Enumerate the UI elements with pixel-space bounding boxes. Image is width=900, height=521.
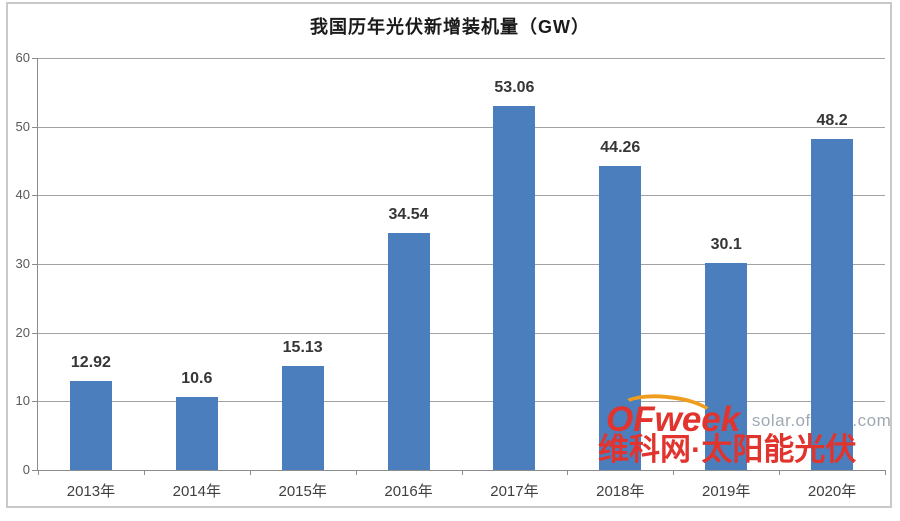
- x-tick-label: 2020年: [807, 483, 857, 500]
- y-axis-tick: [32, 195, 38, 197]
- x-axis-tick: [779, 470, 781, 475]
- bar-value-label: 48.2: [816, 112, 848, 130]
- y-tick-label: 0: [22, 462, 30, 477]
- y-axis-tick: [32, 470, 38, 471]
- x-axis-tick: [461, 470, 463, 475]
- x-axis-tick: [249, 470, 251, 475]
- bar-value-label: 44.26: [600, 139, 641, 157]
- gridline: [38, 126, 885, 128]
- y-axis-tick: [32, 126, 38, 128]
- x-tick-label: 2016年: [384, 483, 433, 500]
- bar: [69, 381, 112, 470]
- bar-value-label: 34.54: [388, 205, 429, 223]
- y-axis-tick: [32, 58, 38, 59]
- x-axis-tick: [143, 470, 145, 475]
- y-tick-label: 50: [15, 118, 30, 134]
- x-tick-label: 2014年: [172, 483, 221, 500]
- gridline: [38, 401, 885, 403]
- y-axis-tick: [32, 401, 38, 403]
- x-tick-label: 2017年: [490, 483, 539, 500]
- x-tick-label: 2019年: [702, 483, 751, 500]
- bar-value-label: 10.6: [181, 370, 213, 388]
- watermark-tagline: 维科网·太阳能光伏: [598, 432, 857, 467]
- y-tick-label: 30: [15, 256, 30, 271]
- bar: [705, 263, 748, 470]
- x-axis-tick: [38, 470, 39, 475]
- x-axis-tick: [355, 470, 357, 475]
- gridline: [38, 332, 885, 334]
- y-tick-label: 20: [15, 324, 30, 340]
- y-tick-label: 10: [15, 393, 30, 409]
- bar: [387, 232, 430, 470]
- bar-value-label: 15.13: [282, 339, 323, 357]
- bar: [599, 166, 642, 470]
- bar-value-label: 53.06: [494, 78, 535, 96]
- gridline: [38, 264, 885, 265]
- bar: [175, 397, 218, 470]
- x-tick-label: 2015年: [278, 483, 327, 500]
- y-axis-tick: [32, 332, 38, 334]
- x-axis-tick: [673, 470, 675, 475]
- y-tick-label: 60: [15, 50, 30, 65]
- bar: [281, 366, 324, 470]
- bar-value-label: 30.1: [710, 236, 742, 254]
- gridline: [38, 195, 885, 197]
- plot-area: 0 10 20 30 40 50 60 12.92 2013年 10.6 2014年 15.13 201…: [16, 50, 886, 500]
- bar-value-label: 12.92: [70, 354, 111, 372]
- x-axis-tick: [885, 470, 886, 475]
- chart-title: 我国历年光伏新增装机量（GW）: [310, 17, 590, 37]
- bar: [493, 105, 536, 470]
- bar: [811, 139, 854, 470]
- gridline: [38, 58, 885, 59]
- watermark-brand: OFweek: [606, 400, 741, 439]
- x-tick-label: 2013年: [66, 483, 116, 500]
- y-axis-tick: [32, 264, 38, 265]
- x-axis-tick: [567, 470, 569, 475]
- x-tick-label: 2018年: [596, 483, 645, 500]
- y-tick-label: 40: [15, 187, 30, 203]
